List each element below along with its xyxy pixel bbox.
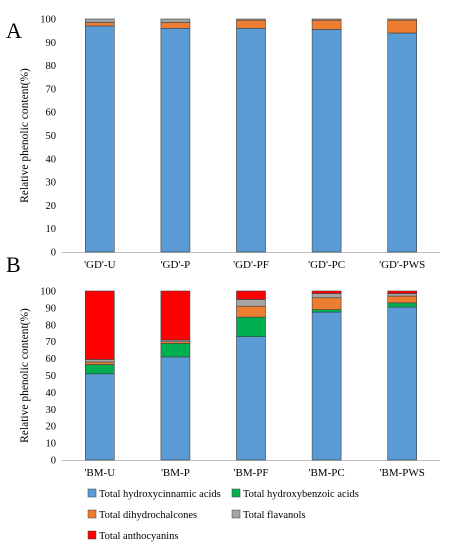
bar-segment	[85, 25, 115, 253]
y-tick-label: 70	[46, 84, 57, 95]
bar-segment	[85, 22, 115, 27]
bar-segment	[387, 19, 418, 34]
y-tick-label: 40	[46, 388, 57, 399]
x-category-label: 'GD'-PWS	[379, 259, 425, 271]
legend-label: Total hydroxybenzoic acids	[243, 489, 359, 500]
bar-segment	[236, 316, 266, 337]
bar-segment	[236, 19, 266, 29]
legend-label: Total flavanols	[243, 510, 306, 521]
bar-segment	[236, 28, 266, 253]
bar-segment	[311, 309, 342, 313]
y-axis-title: Relative phenolic content(%)	[19, 68, 31, 203]
y-tick-label: 60	[46, 354, 57, 365]
x-category-label: 'BM-P	[161, 467, 190, 479]
x-category-label: 'BM-PWS	[380, 467, 425, 479]
y-tick-label: 20	[46, 201, 57, 212]
y-tick-label: 70	[46, 337, 57, 348]
y-tick-label: 50	[46, 371, 57, 382]
chart-panel-b: Relative phenolic content(%) 0 10 20 30 40 50 6…	[19, 287, 440, 479]
bar-segment	[387, 290, 418, 294]
bar-segment	[160, 18, 191, 23]
bar-segment	[311, 29, 342, 253]
y-tick-label: 100	[40, 287, 56, 298]
bar-segment	[387, 306, 418, 461]
y-tick-label: 10	[46, 224, 57, 235]
bar-segment	[85, 18, 115, 23]
x-category-label: 'BM-U	[84, 467, 115, 479]
bar-segment	[387, 32, 418, 253]
legend-swatch	[87, 509, 97, 519]
y-tick-label: 0	[51, 456, 56, 467]
x-category-label: 'BM-PC	[308, 467, 344, 479]
x-category-label: 'GD'-U	[84, 259, 116, 271]
legend-swatch	[231, 488, 241, 498]
y-tick-label: 60	[46, 108, 57, 119]
bar-segment	[311, 311, 342, 461]
legend-swatch	[87, 530, 97, 540]
bar-segment	[85, 373, 115, 461]
y-tick-label: 100	[40, 15, 56, 26]
bar-segment	[236, 290, 266, 300]
chart-legend: Total hydroxycinnamic acids Total hydroxy…	[87, 488, 359, 542]
legend-label: Total dihydrochalcones	[99, 510, 197, 521]
x-category-label: 'GD'-P	[161, 259, 191, 271]
y-tick-label: 30	[46, 405, 57, 416]
y-tick-label: 80	[46, 320, 57, 331]
bar-segment	[85, 359, 115, 363]
bar-segment	[236, 299, 266, 307]
x-category-label: 'GD'-PC	[308, 259, 345, 271]
bar-segment	[160, 22, 191, 29]
bar-segment	[311, 293, 342, 299]
panel-letter-a: A	[6, 18, 22, 43]
bar-segment	[160, 28, 191, 253]
legend-label: Total hydroxycinnamic acids	[99, 489, 221, 500]
y-tick-label: 80	[46, 61, 57, 72]
chart-panel-a: Relative phenolic content(%) 0 10 20 30 40 50 6…	[19, 15, 440, 271]
bar-segment	[85, 364, 115, 375]
bar-segment	[387, 293, 418, 297]
bar-segment	[160, 290, 191, 341]
bar-segment	[236, 305, 266, 318]
y-axis-title: Relative phenolic content(%)	[19, 308, 31, 443]
bar-segment	[85, 290, 115, 360]
y-tick-label: 20	[46, 422, 57, 433]
y-tick-label: 90	[46, 38, 57, 49]
y-tick-label: 30	[46, 178, 57, 189]
bar-segment	[311, 18, 342, 21]
x-category-label: 'BM-PF	[234, 467, 269, 479]
panel-letter-b: B	[6, 252, 21, 277]
bar-segment	[387, 302, 418, 308]
y-tick-label: 40	[46, 154, 57, 165]
bar-segment	[236, 18, 266, 21]
bar-segment	[387, 18, 418, 21]
bar-segment	[311, 290, 342, 294]
bar-segment	[387, 295, 418, 304]
bar-segment	[311, 297, 342, 310]
bar-segment	[236, 336, 266, 461]
y-tick-label: 0	[51, 248, 56, 259]
bar-segment	[85, 361, 115, 365]
legend-label: Total anthocyanins	[99, 531, 178, 542]
y-tick-label: 10	[46, 439, 57, 450]
legend-swatch	[231, 509, 241, 519]
y-tick-label: 50	[46, 131, 57, 142]
x-category-label: 'GD'-PF	[233, 259, 269, 271]
bar-segment	[160, 356, 191, 461]
bar-segment	[311, 19, 342, 30]
legend-swatch	[87, 488, 97, 498]
y-tick-label: 90	[46, 303, 57, 314]
bar-segment	[160, 343, 191, 358]
